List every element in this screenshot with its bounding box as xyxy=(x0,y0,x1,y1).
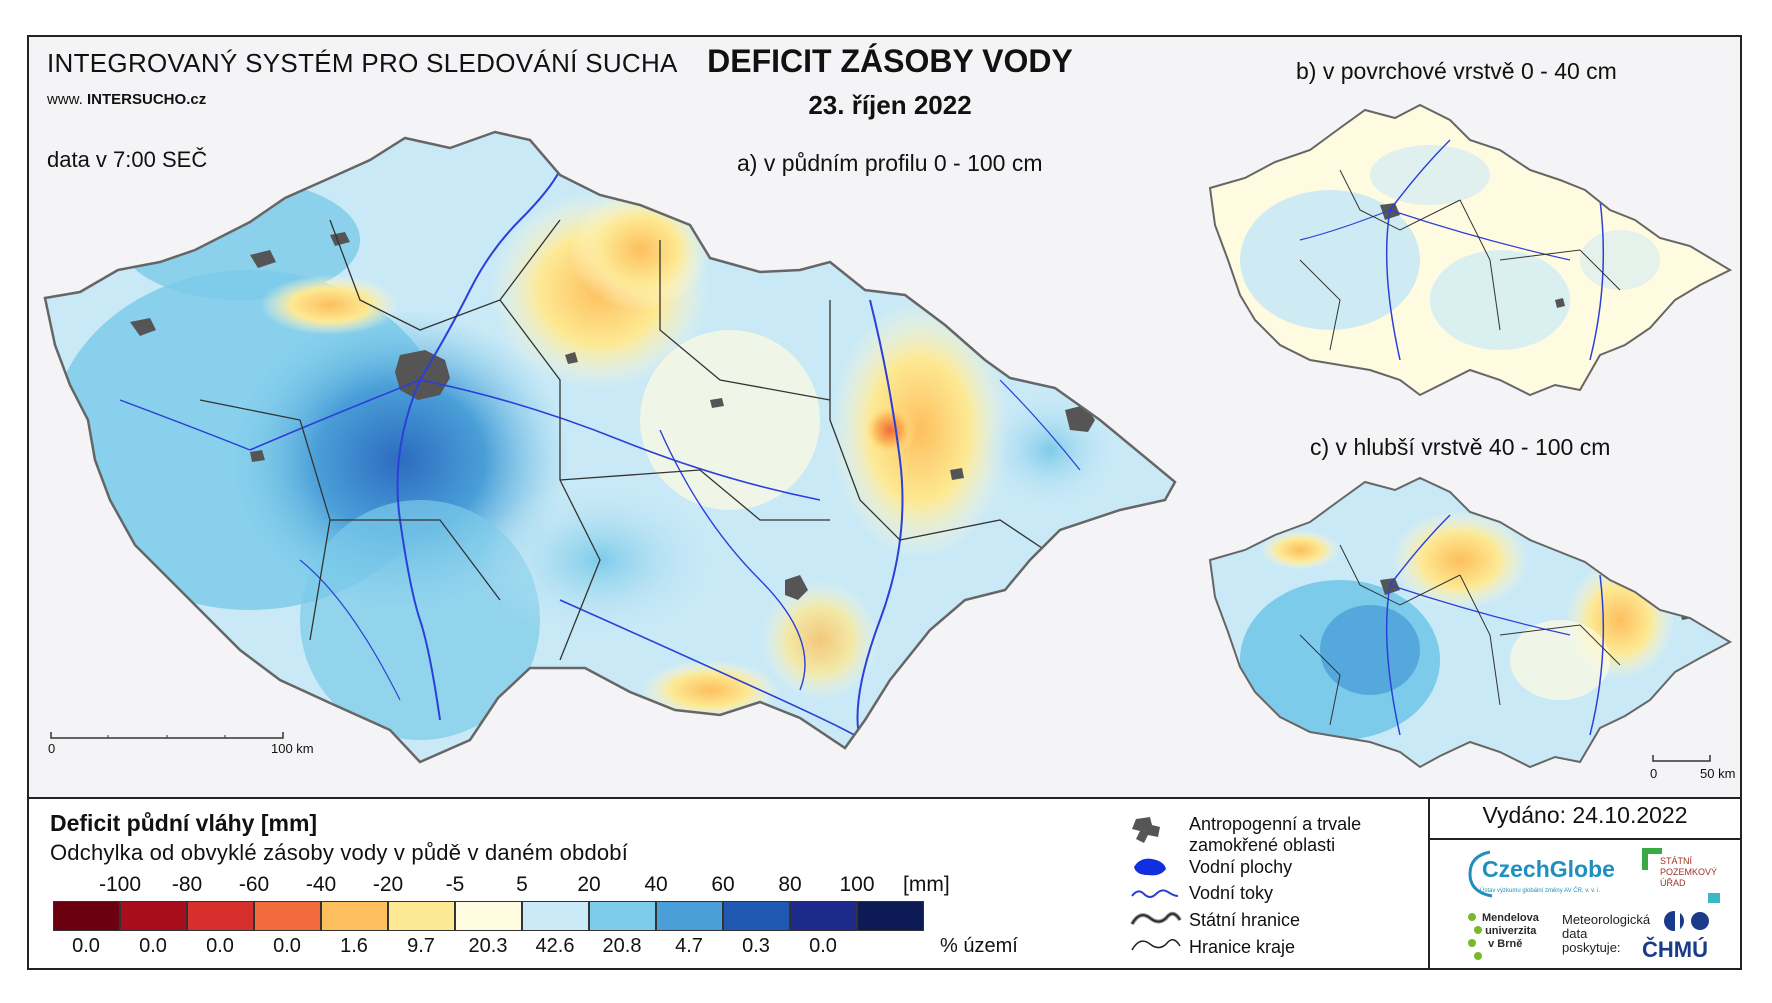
chmu-logo: ČHMÚ xyxy=(1642,937,1708,962)
legend-state-border-label: Státní hranice xyxy=(1189,910,1301,930)
page-title: DEFICIT ZÁSOBY VODY xyxy=(707,43,1073,79)
legend-percent-value: 0.0 xyxy=(206,935,234,957)
website-prefix: www. xyxy=(47,91,88,108)
legend-threshold-label: 80 xyxy=(778,873,802,896)
map-a-label: a) v půdním profilu 0 - 100 cm xyxy=(737,150,1043,176)
legend-threshold-label: 100 xyxy=(839,873,875,896)
legend-percent-value: 42.6 xyxy=(535,935,575,957)
legend-color-swatch xyxy=(187,901,254,931)
chmu-logo-icon xyxy=(1664,911,1709,931)
legend-color-swatch xyxy=(522,901,589,931)
legend-color-swatch xyxy=(857,901,924,931)
spu-logo: STÁTNÍ POZEMKOVÝ ÚŘAD xyxy=(1660,856,1718,888)
divider xyxy=(29,797,1740,799)
website-main: INTERSUCHO xyxy=(87,91,187,108)
legend-percent-value: 9.7 xyxy=(407,935,435,957)
water-body-icon xyxy=(1134,858,1166,876)
map-date: 23. říjen 2022 xyxy=(808,90,972,120)
legend-threshold-label: -20 xyxy=(372,873,404,896)
legend-percent-value: 20.8 xyxy=(602,935,642,957)
legend-percent-value: 20.3 xyxy=(468,935,508,957)
mendelu-logo-icon xyxy=(1468,913,1482,960)
scale-bar-a xyxy=(50,732,284,739)
scale-c-end: 50 km xyxy=(1700,766,1736,781)
legend-water-label: Vodní plochy xyxy=(1189,857,1293,877)
scale-a-zero: 0 xyxy=(48,741,56,756)
legend-percent-value: 0.0 xyxy=(139,935,167,957)
map-c-label: c) v hlubší vrstvě 40 - 100 cm xyxy=(1310,434,1611,460)
scale-c-zero: 0 xyxy=(1650,766,1658,781)
legend-unit-mm: [mm] xyxy=(903,873,950,896)
map-b-label: b) v povrchové vrstvě 0 - 40 cm xyxy=(1296,58,1617,84)
legend-color-swatch xyxy=(388,901,455,931)
legend-color-swatch xyxy=(790,901,857,931)
legend-threshold-label: 20 xyxy=(577,873,601,896)
region-border-icon xyxy=(1131,939,1181,951)
legend-threshold-label: 5 xyxy=(516,873,528,896)
system-title: INTEGROVANÝ SYSTÉM PRO SLEDOVÁNÍ SUCHA xyxy=(47,48,678,78)
legend-percent-value: 0.0 xyxy=(809,935,837,957)
river-icon xyxy=(1131,889,1179,898)
legend-threshold-label: -60 xyxy=(238,873,270,896)
scale-bar-c xyxy=(1652,755,1711,762)
legend-river-label: Vodní toky xyxy=(1189,883,1274,903)
divider xyxy=(1428,799,1430,968)
mendelu-logo: Mendelova univerzita v Brně xyxy=(1482,912,1539,950)
urban-area-icon xyxy=(1132,817,1160,843)
spu-accent-icon xyxy=(1708,893,1720,903)
legend-threshold-label: -40 xyxy=(305,873,337,896)
legend-percent-value: 4.7 xyxy=(675,935,703,957)
figure-frame xyxy=(27,35,1742,970)
legend-color-swatch xyxy=(120,901,187,931)
legend-color-swatch xyxy=(254,901,321,931)
czechglobe-logo: CzechGlobe xyxy=(1482,856,1615,882)
state-border-icon xyxy=(1130,911,1182,926)
czechglobe-logo-icon xyxy=(1468,850,1493,898)
legend-color-swatch xyxy=(53,901,120,931)
met-data-label: Meteorologická data poskytuje: xyxy=(1562,912,1651,955)
legend-color-swatch xyxy=(455,901,522,931)
legend-percent-value: 0.0 xyxy=(273,935,301,957)
legend-color-swatch xyxy=(656,901,723,931)
legend-percent-value: 0.0 xyxy=(72,935,100,957)
website-suffix: .cz xyxy=(186,91,207,108)
legend-percent-value: 0.3 xyxy=(742,935,770,957)
legend-color-swatch xyxy=(589,901,656,931)
website-link[interactable]: www. INTERSUCHO.cz xyxy=(47,91,206,108)
legend-unit-percent: % území xyxy=(940,935,1018,957)
legend-color-swatch xyxy=(723,901,790,931)
legend-urban-label: Antropogenní a trvale zamokřené oblasti xyxy=(1189,814,1362,855)
issued-date: Vydáno: 24.10.2022 xyxy=(1482,802,1688,828)
legend-threshold-label: -80 xyxy=(171,873,203,896)
czechglobe-logo-sub: Ústav výzkumu globální změny AV ČR, v. v… xyxy=(1480,888,1601,894)
legend-threshold-label: -5 xyxy=(445,873,465,896)
legend-color-swatch xyxy=(321,901,388,931)
spu-logo-icon xyxy=(1642,848,1662,870)
legend-threshold-label: 60 xyxy=(711,873,735,896)
data-time: data v 7:00 SEČ xyxy=(47,147,208,172)
legend-region-border-label: Hranice kraje xyxy=(1189,937,1296,957)
legend-percent-value: 1.6 xyxy=(340,935,368,957)
divider xyxy=(1430,838,1740,840)
scale-a-end: 100 km xyxy=(271,741,314,756)
legend-threshold-label: -100 xyxy=(98,873,142,896)
legend-title: Deficit půdní vláhy [mm] xyxy=(50,810,318,836)
legend-subtitle: Odchylka od obvyklé zásoby vody v půdě v… xyxy=(50,840,629,865)
legend-threshold-label: 40 xyxy=(644,873,668,896)
